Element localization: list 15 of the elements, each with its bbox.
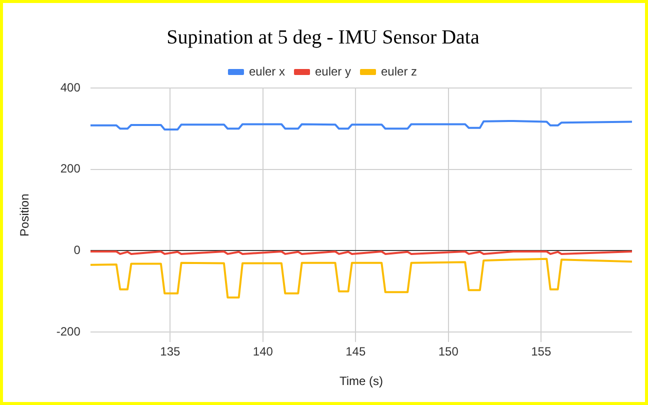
legend-label: euler z xyxy=(381,64,418,78)
y-axis-title: Position xyxy=(18,194,32,236)
legend-label: euler x xyxy=(248,64,286,78)
x-tick-label: 135 xyxy=(160,344,181,359)
legend-label: euler y xyxy=(314,64,352,78)
y-tick-label: 400 xyxy=(60,80,81,94)
x-tick-label: 155 xyxy=(531,344,552,359)
y-tick-label: 0 xyxy=(74,243,81,257)
y-tick-label: 200 xyxy=(60,162,81,176)
x-tick-label: 150 xyxy=(438,344,459,359)
x-tick-label: 145 xyxy=(346,344,366,359)
x-tick-label: 140 xyxy=(252,344,274,359)
y-tick-label: -200 xyxy=(56,324,81,338)
x-axis-title: Time (s) xyxy=(339,374,383,388)
chart-title: Supination at 5 deg - IMU Sensor Data xyxy=(166,26,480,48)
